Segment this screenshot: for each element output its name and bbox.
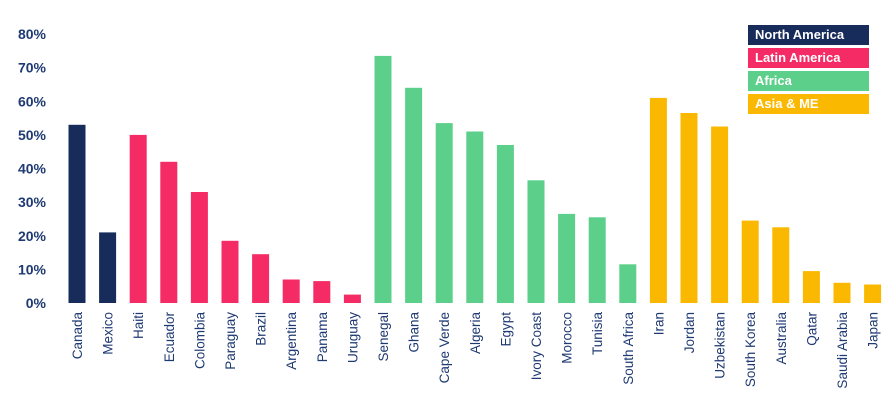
bar-jordan [680,113,698,303]
x-tick-label: Mexico [101,312,116,355]
x-tick-label: Panama [315,312,330,363]
x-tick-label: Iran [651,312,666,335]
x-tick-label: Haiti [131,312,146,339]
y-tick-label: 60% [18,93,47,109]
x-tick-label: Uruguay [345,312,360,363]
x-tick-label: Cape Verde [437,312,452,383]
x-tick-label: Uzbekistan [713,312,728,379]
x-tick-label: Colombia [192,312,207,370]
x-tick-label: Australia [774,312,789,365]
legend-item-asia-me: Asia & ME [748,94,869,114]
x-axis-labels: Canada Mexico Haiti Ecuador Colombia Paraguay… [70,311,881,388]
y-tick-label: 10% [18,261,47,277]
legend-item-latin-america: Latin America [748,48,869,68]
bar-ecuador [160,161,178,303]
bar-south-africa [619,264,637,303]
bar-haiti [129,134,147,303]
bar-egypt [496,145,514,303]
y-tick-label: 20% [18,228,47,244]
legend-item-africa: Africa [748,71,869,91]
x-tick-label: South Korea [743,312,758,388]
x-tick-label: Canada [70,312,85,360]
legend-item-north-america: North America [748,25,869,45]
x-tick-label: Algeria [468,312,483,355]
bar-morocco [558,213,576,303]
x-tick-label: Jordan [682,312,697,353]
bar-colombia [190,192,208,303]
bar-iran [649,97,667,304]
x-tick-label: Egypt [498,312,513,347]
bar-saudi-arabia [833,282,851,303]
bar-paraguay [221,240,239,303]
bars [68,55,882,304]
y-tick-label: 70% [18,60,47,76]
legend: North America Latin America Africa Asia … [748,25,869,117]
bar-tunisia [588,217,606,303]
x-tick-label: Argentina [284,312,299,370]
bar-senegal [374,55,392,304]
bar-brazil [252,254,270,303]
bar-cape-verde [435,123,453,303]
y-tick-label: 0% [26,295,47,311]
y-tick-label: 80% [18,26,47,42]
x-tick-label: Ecuador [162,312,177,363]
x-tick-label: Qatar [804,311,819,345]
bar-algeria [466,131,484,303]
y-tick-label: 50% [18,127,47,143]
x-tick-label: Ivory Coast [529,312,544,381]
bar-ivory-coast [527,180,545,303]
bar-japan [864,284,882,303]
bar-canada [68,124,86,303]
x-tick-label: Japan [866,312,881,349]
x-tick-label: Ghana [407,312,422,353]
bar-australia [772,227,790,303]
bar-mexico [99,232,117,303]
x-tick-label: Saudi Arabia [835,312,850,389]
y-tick-label: 40% [18,161,47,177]
bar-ghana [405,87,423,303]
x-tick-label: Brazil [254,312,269,346]
bar-argentina [282,279,300,303]
y-axis-ticks: 0% 10% 20% 30% 40% 50% 60% 70% 80% [18,26,47,311]
bar-uzbekistan [711,126,729,303]
x-tick-label: Senegal [376,312,391,362]
y-tick-label: 30% [18,194,47,210]
x-tick-label: Paraguay [223,312,238,370]
bar-qatar [802,271,820,303]
x-tick-label: South Africa [621,312,636,385]
bar-uruguay [343,294,361,303]
x-tick-label: Morocco [560,312,575,364]
bar-south-korea [741,220,759,303]
bar-panama [313,281,331,303]
x-tick-label: Tunisia [590,312,605,356]
